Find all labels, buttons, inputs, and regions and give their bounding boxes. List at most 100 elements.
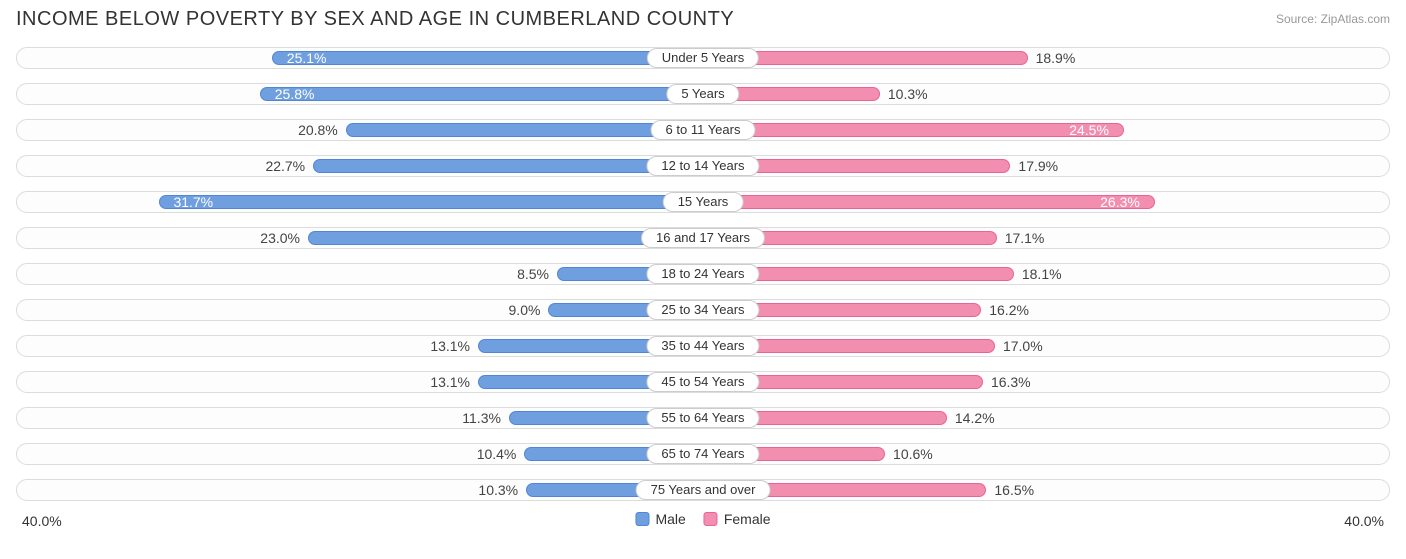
legend-item-female: Female — [704, 511, 771, 527]
female-bar — [703, 195, 1155, 209]
male-bar — [260, 87, 703, 101]
chart-row: 13.1% 16.3% 45 to 54 Years — [16, 367, 1390, 397]
axis-row: 40.0% Male Female 40.0% — [16, 511, 1390, 535]
category-pill: 45 to 54 Years — [646, 372, 759, 392]
female-bar — [703, 123, 1124, 137]
female-value-label: 14.2% — [947, 403, 995, 433]
chart-body: 25.1% 18.9% Under 5 Years 25.8% 10.3% 5 Years… — [0, 43, 1406, 505]
category-pill: 25 to 34 Years — [646, 300, 759, 320]
male-half: 10.3% — [16, 475, 703, 505]
category-pill: 12 to 14 Years — [646, 156, 759, 176]
male-bar — [346, 123, 703, 137]
male-half: 8.5% — [16, 259, 703, 289]
category-pill: 65 to 74 Years — [646, 444, 759, 464]
legend-male-label: Male — [655, 511, 685, 527]
female-value-label: 17.9% — [1010, 151, 1058, 181]
category-pill: 15 Years — [663, 192, 744, 212]
chart-row: 25.8% 10.3% 5 Years — [16, 79, 1390, 109]
male-half: 11.3% — [16, 403, 703, 433]
chart-source: Source: ZipAtlas.com — [1276, 8, 1390, 26]
chart-header: INCOME BELOW POVERTY BY SEX AND AGE IN C… — [0, 0, 1406, 43]
male-half: 25.1% — [16, 43, 703, 73]
female-half: 10.6% — [703, 439, 1390, 469]
female-half: 17.1% — [703, 223, 1390, 253]
male-half: 13.1% — [16, 367, 703, 397]
category-pill: 6 to 11 Years — [651, 120, 756, 140]
chart-row: 10.3% 16.5% 75 Years and over — [16, 475, 1390, 505]
male-value-label: 13.1% — [430, 331, 478, 361]
male-bar — [159, 195, 703, 209]
female-value-label: 24.5% — [1069, 115, 1117, 145]
chart-row: 10.4% 10.6% 65 to 74 Years — [16, 439, 1390, 469]
male-half: 13.1% — [16, 331, 703, 361]
male-value-label: 10.3% — [478, 475, 526, 505]
chart-row: 11.3% 14.2% 55 to 64 Years — [16, 403, 1390, 433]
female-half: 16.5% — [703, 475, 1390, 505]
male-value-label: 22.7% — [265, 151, 313, 181]
category-pill: 35 to 44 Years — [646, 336, 759, 356]
female-half: 18.9% — [703, 43, 1390, 73]
category-pill: Under 5 Years — [647, 48, 759, 68]
chart-title: INCOME BELOW POVERTY BY SEX AND AGE IN C… — [16, 8, 734, 31]
male-value-label: 25.1% — [279, 43, 327, 73]
female-half: 10.3% — [703, 79, 1390, 109]
female-value-label: 16.2% — [981, 295, 1029, 325]
female-half: 17.0% — [703, 331, 1390, 361]
male-value-label: 20.8% — [298, 115, 346, 145]
male-value-label: 10.4% — [477, 439, 525, 469]
chart-row: 23.0% 17.1% 16 and 17 Years — [16, 223, 1390, 253]
category-pill: 16 and 17 Years — [641, 228, 765, 248]
legend-item-male: Male — [635, 511, 685, 527]
female-half: 18.1% — [703, 259, 1390, 289]
axis-max-left: 40.0% — [22, 513, 62, 529]
male-half: 22.7% — [16, 151, 703, 181]
male-value-label: 8.5% — [517, 259, 557, 289]
male-half: 31.7% — [16, 187, 703, 217]
legend: Male Female — [635, 511, 770, 527]
chart-row: 8.5% 18.1% 18 to 24 Years — [16, 259, 1390, 289]
chart-row: 20.8% 24.5% 6 to 11 Years — [16, 115, 1390, 145]
female-half: 16.2% — [703, 295, 1390, 325]
male-value-label: 13.1% — [430, 367, 478, 397]
male-half: 25.8% — [16, 79, 703, 109]
male-value-label: 9.0% — [509, 295, 549, 325]
female-swatch-icon — [704, 512, 718, 526]
male-value-label: 11.3% — [462, 403, 509, 433]
female-half: 24.5% — [703, 115, 1390, 145]
female-value-label: 26.3% — [1100, 187, 1148, 217]
male-bar — [272, 51, 703, 65]
chart-row: 9.0% 16.2% 25 to 34 Years — [16, 295, 1390, 325]
category-pill: 18 to 24 Years — [646, 264, 759, 284]
female-value-label: 17.1% — [997, 223, 1045, 253]
female-value-label: 10.6% — [885, 439, 933, 469]
male-swatch-icon — [635, 512, 649, 526]
female-half: 14.2% — [703, 403, 1390, 433]
female-value-label: 16.3% — [983, 367, 1031, 397]
male-half: 9.0% — [16, 295, 703, 325]
female-value-label: 18.9% — [1028, 43, 1076, 73]
male-half: 23.0% — [16, 223, 703, 253]
female-half: 17.9% — [703, 151, 1390, 181]
chart-row: 31.7% 26.3% 15 Years — [16, 187, 1390, 217]
male-value-label: 31.7% — [165, 187, 213, 217]
male-value-label: 23.0% — [260, 223, 308, 253]
male-value-label: 25.8% — [267, 79, 315, 109]
female-value-label: 17.0% — [995, 331, 1043, 361]
female-value-label: 16.5% — [986, 475, 1034, 505]
category-pill: 75 Years and over — [636, 480, 771, 500]
chart-row: 22.7% 17.9% 12 to 14 Years — [16, 151, 1390, 181]
category-pill: 5 Years — [666, 84, 739, 104]
chart-row: 25.1% 18.9% Under 5 Years — [16, 43, 1390, 73]
legend-female-label: Female — [724, 511, 771, 527]
female-value-label: 18.1% — [1014, 259, 1062, 289]
male-bar — [313, 159, 703, 173]
male-half: 10.4% — [16, 439, 703, 469]
category-pill: 55 to 64 Years — [646, 408, 759, 428]
female-half: 26.3% — [703, 187, 1390, 217]
female-half: 16.3% — [703, 367, 1390, 397]
chart-row: 13.1% 17.0% 35 to 44 Years — [16, 331, 1390, 361]
axis-max-right: 40.0% — [1344, 513, 1384, 529]
chart-footer: 40.0% Male Female 40.0% — [0, 511, 1406, 535]
female-value-label: 10.3% — [880, 79, 928, 109]
male-half: 20.8% — [16, 115, 703, 145]
